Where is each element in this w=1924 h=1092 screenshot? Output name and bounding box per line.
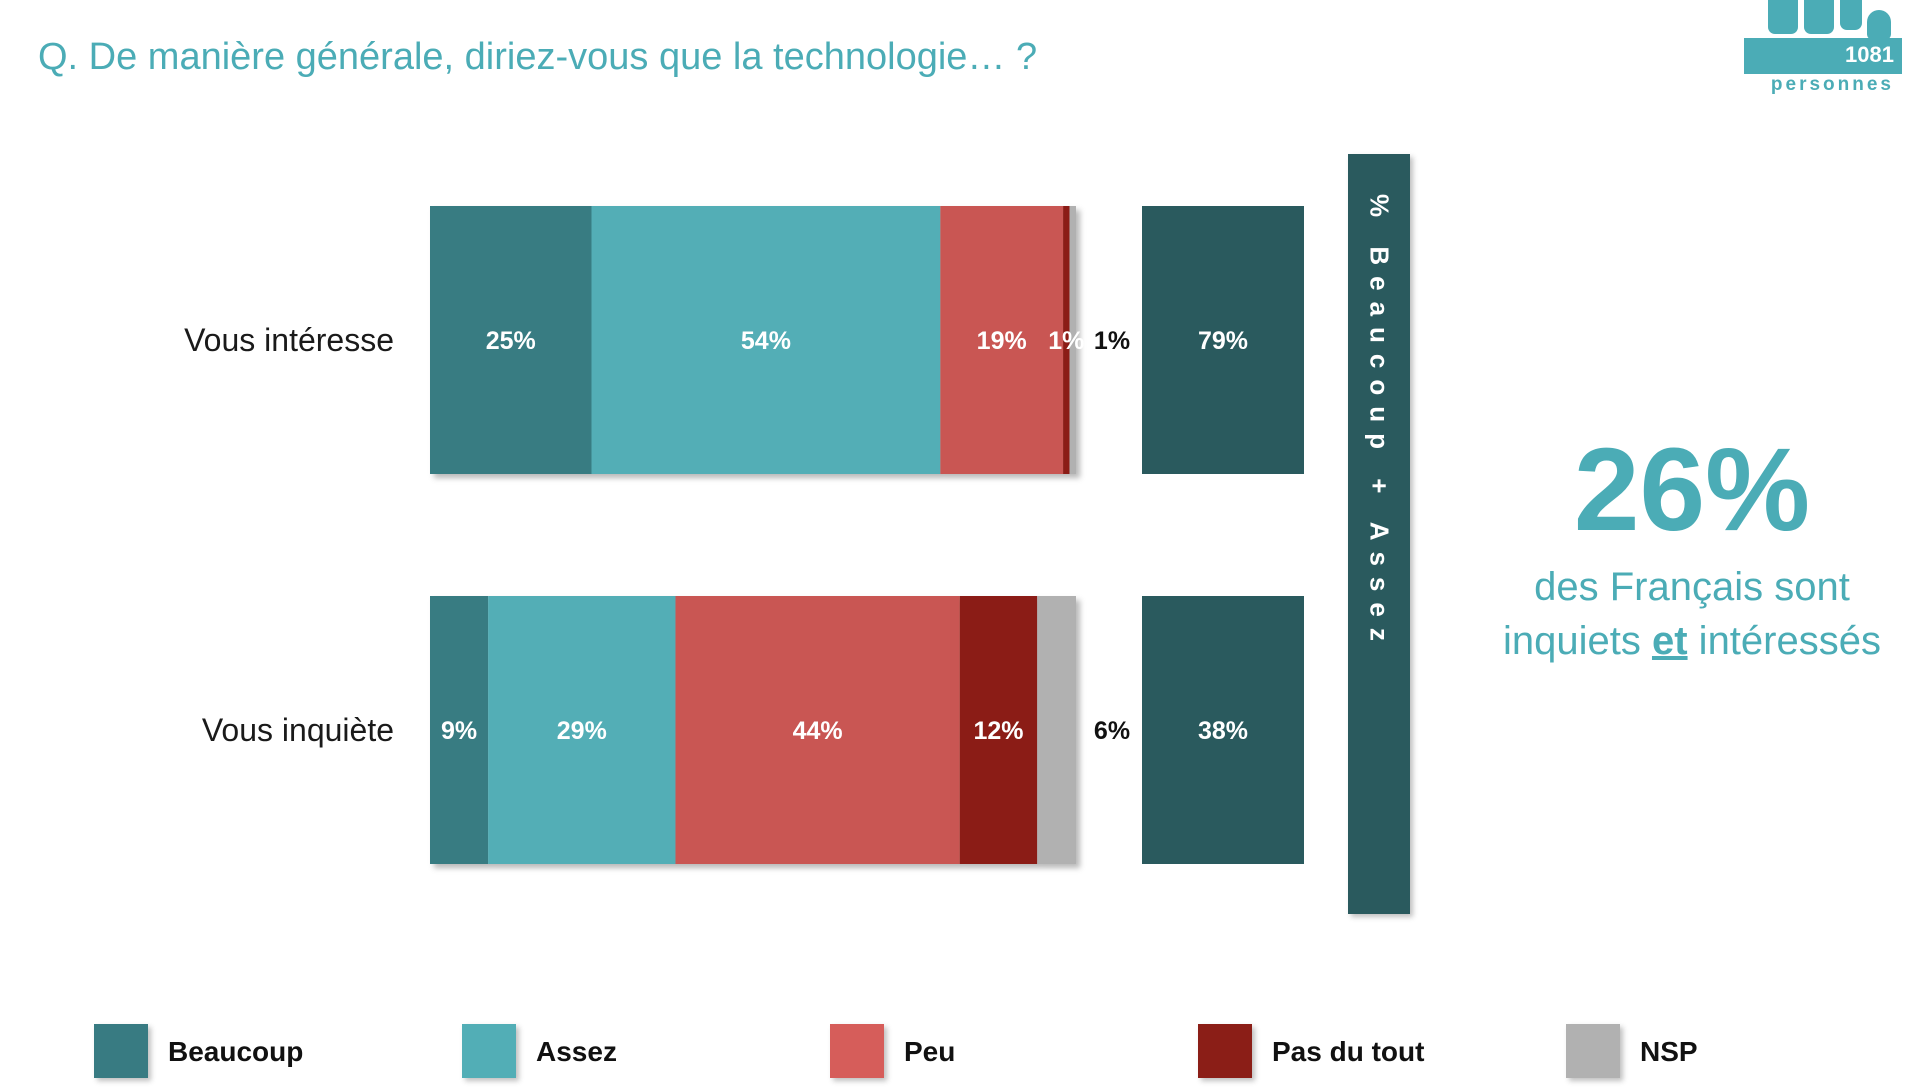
key-stat-line1: des Français sont <box>1534 565 1850 609</box>
legend-swatch-assez <box>462 1024 516 1078</box>
data-label-assez: 29% <box>557 717 607 745</box>
total-bar <box>1142 596 1304 864</box>
data-label-pas-du-tout: 1% <box>1048 327 1084 355</box>
people-icon-figure <box>1867 10 1891 40</box>
data-label-nsp: 1% <box>1094 327 1130 355</box>
logo-bar <box>1744 38 1902 74</box>
legend-swatch-nsp <box>1566 1024 1620 1078</box>
total-banner-label: % Beaucoup + Assez <box>1364 194 1395 652</box>
key-stat-line2-after: intéressés <box>1687 619 1881 663</box>
bar-segment-peu <box>940 206 1064 474</box>
legend-label-peu: Peu <box>904 1036 956 1067</box>
bar-segment-beaucoup <box>430 206 592 474</box>
data-label-peu: 44% <box>793 717 843 745</box>
total-bar <box>1142 206 1304 474</box>
data-label-beaucoup: 25% <box>486 327 536 355</box>
data-label-peu: 19% <box>977 327 1027 355</box>
total-label: 79% <box>1198 327 1248 355</box>
respondent-count: 1081 <box>1845 42 1894 67</box>
data-label-nsp: 6% <box>1094 717 1130 745</box>
bar-row <box>430 206 1076 474</box>
chart-legend: Beaucoup Assez Peu Pas du tout NSP <box>0 1024 1924 1084</box>
category-label: Vous intéresse <box>184 322 394 358</box>
question-title: Q. De manière générale, diriez-vous que … <box>38 36 1038 78</box>
bar-segment-pas-du-tout <box>1063 206 1070 474</box>
key-stat-callout: 26% des Français sont inquiets et intére… <box>1470 430 1914 668</box>
bar-segment-beaucoup <box>430 596 489 864</box>
legend-swatch-beaucoup <box>94 1024 148 1078</box>
key-stat-line2-before: inquiets <box>1503 619 1652 663</box>
bar-segment-nsp <box>1037 596 1076 864</box>
respondent-label: personnes <box>1770 74 1894 95</box>
legend-swatch-pas-du-tout <box>1198 1024 1252 1078</box>
bar-segment-peu <box>675 596 960 864</box>
key-stat-emphasis: et <box>1651 619 1688 663</box>
total-banner: % Beaucoup + Assez <box>1348 154 1410 914</box>
data-label-pas-du-tout: 12% <box>973 717 1023 745</box>
legend-label-nsp: NSP <box>1640 1036 1698 1067</box>
legend-label-pas-du-tout: Pas du tout <box>1272 1036 1425 1067</box>
people-icon <box>1768 0 1798 34</box>
respondents-logo: 1081 personnes <box>1744 0 1904 100</box>
category-label: Vous inquiète <box>202 712 394 748</box>
legend-swatch-peu <box>830 1024 884 1078</box>
people-icon-figure <box>1804 0 1834 34</box>
data-label-beaucoup: 9% <box>441 717 477 745</box>
total-label: 38% <box>1198 717 1248 745</box>
key-stat-text: des Français sont inquiets et intéressés <box>1470 560 1914 668</box>
bar-row <box>430 596 1076 864</box>
legend-label-assez: Assez <box>536 1036 617 1067</box>
bar-segment-pas-du-tout <box>959 596 1038 864</box>
key-stat-value: 26% <box>1573 424 1811 556</box>
stacked-bar-chart: Vous intéresse 25% 54% 19% 1% 1% 79% Vous inqui… <box>184 206 1304 864</box>
bar-segment-nsp <box>1069 206 1076 474</box>
legend-label-beaucoup: Beaucoup <box>168 1036 304 1067</box>
bar-segment-assez <box>591 206 941 474</box>
bar-segment-assez <box>488 596 676 864</box>
data-label-assez: 54% <box>741 327 791 355</box>
people-icon-figure <box>1840 0 1862 30</box>
